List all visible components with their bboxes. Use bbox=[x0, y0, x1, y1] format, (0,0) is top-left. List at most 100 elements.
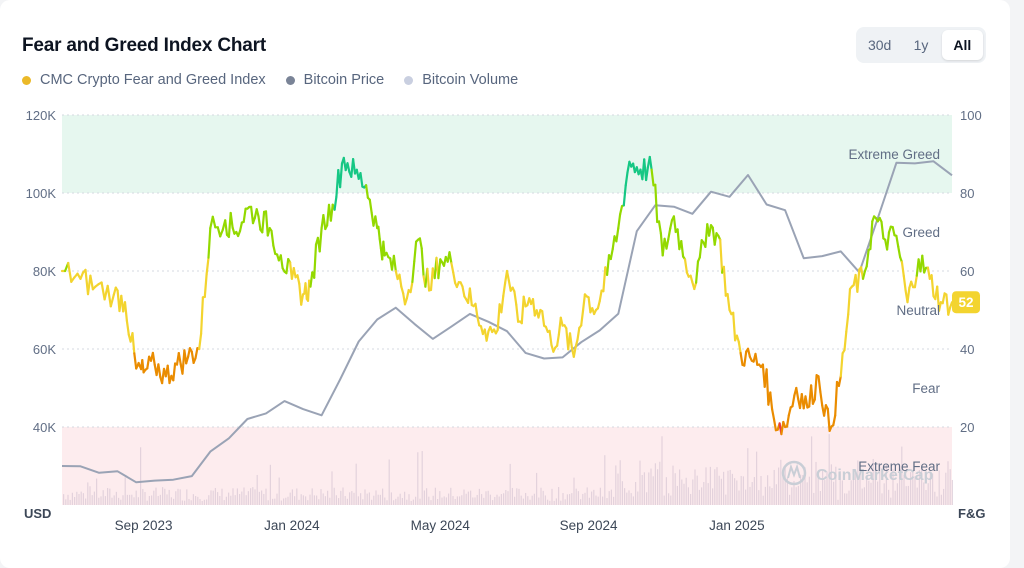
fear-greed-segment bbox=[880, 220, 885, 240]
volume-bar bbox=[602, 496, 604, 505]
fear-greed-segment bbox=[450, 262, 455, 274]
volume-bar bbox=[659, 461, 661, 505]
volume-bar bbox=[584, 492, 586, 505]
volume-bar bbox=[170, 497, 172, 505]
volume-bar bbox=[850, 480, 852, 505]
fear-greed-segment bbox=[719, 238, 724, 274]
volume-bar bbox=[463, 489, 465, 505]
volume-bar bbox=[390, 492, 392, 505]
current-value-badge bbox=[952, 291, 980, 314]
volume-bar bbox=[580, 499, 582, 505]
volume-bar bbox=[769, 486, 771, 505]
fear-greed-segment bbox=[522, 295, 527, 308]
volume-bar bbox=[727, 470, 729, 505]
volume-bar bbox=[364, 489, 366, 505]
fear-greed-segment bbox=[200, 296, 204, 335]
fear-greed-segment bbox=[255, 208, 260, 218]
volume-bar bbox=[309, 494, 311, 505]
volume-bar bbox=[478, 488, 480, 505]
volume-bar bbox=[465, 493, 467, 505]
volume-bar bbox=[538, 497, 540, 505]
volume-bar bbox=[582, 493, 584, 505]
volume-bar bbox=[67, 494, 69, 505]
range-all-button[interactable]: All bbox=[941, 30, 983, 60]
fear-greed-segment bbox=[795, 386, 800, 400]
volume-bar bbox=[320, 489, 322, 505]
zone-label: Fear bbox=[912, 381, 940, 396]
fear-greed-segment bbox=[707, 224, 713, 237]
legend-item-fear-greed[interactable]: CMC Crypto Fear and Greed Index bbox=[22, 72, 266, 88]
right-axis-tick-label: 100 bbox=[960, 108, 982, 123]
axis-layer: 40K 60K 80K 100K 120K 20 40 60 80 100 USD F&G Sep 20… bbox=[24, 108, 985, 533]
volume-bar bbox=[74, 497, 76, 505]
volume-bar bbox=[329, 497, 331, 505]
volume-bar bbox=[412, 499, 414, 505]
fear-greed-segment bbox=[531, 298, 536, 317]
volume-bar bbox=[245, 495, 247, 505]
left-axis-unit: USD bbox=[24, 506, 51, 521]
volume-bar bbox=[839, 471, 841, 505]
volume-bar bbox=[907, 485, 909, 505]
volume-bar bbox=[665, 477, 667, 505]
volume-bar bbox=[305, 496, 307, 505]
volume-bar bbox=[417, 452, 419, 505]
legend-item-bitcoin-price[interactable]: Bitcoin Price bbox=[285, 72, 384, 88]
volume-bar bbox=[366, 493, 368, 505]
fear-greed-segment bbox=[713, 232, 718, 246]
fear-greed-segment bbox=[261, 210, 266, 234]
volume-bar bbox=[397, 496, 399, 505]
volume-bar bbox=[140, 447, 142, 505]
volume-bar bbox=[943, 488, 945, 505]
volume-bar bbox=[89, 486, 91, 505]
volume-bar bbox=[635, 481, 637, 505]
right-axis-tick-label: 20 bbox=[960, 420, 974, 435]
fear-greed-segment bbox=[418, 237, 423, 250]
volume-bar bbox=[533, 493, 535, 505]
fear-greed-segment bbox=[346, 162, 351, 174]
volume-bar bbox=[382, 488, 384, 505]
volume-bar bbox=[910, 472, 912, 505]
volume-bar bbox=[274, 498, 276, 505]
volume-bar bbox=[881, 493, 883, 505]
volume-bar bbox=[78, 494, 80, 505]
volume-bar bbox=[630, 493, 632, 505]
volume-bar bbox=[742, 476, 744, 505]
volume-bar bbox=[872, 458, 874, 505]
volume-bar bbox=[516, 488, 518, 505]
fear-greed-segment bbox=[89, 274, 95, 291]
volume-bar bbox=[472, 497, 474, 505]
fear-greed-segment bbox=[496, 303, 501, 332]
volume-bar bbox=[641, 475, 643, 505]
volume-bar bbox=[657, 469, 659, 505]
fear-greed-segment bbox=[913, 274, 918, 289]
legend-item-bitcoin-volume[interactable]: Bitcoin Volume bbox=[404, 72, 518, 88]
volume-bar bbox=[236, 488, 238, 505]
fear-greed-segment bbox=[669, 219, 674, 230]
fear-greed-segment bbox=[791, 394, 796, 408]
volume-bar bbox=[377, 494, 379, 505]
volume-bar bbox=[311, 488, 313, 505]
volume-bar bbox=[619, 460, 621, 505]
volume-bar bbox=[386, 500, 388, 505]
volume-bar bbox=[355, 463, 357, 505]
volume-bar bbox=[162, 487, 164, 505]
volume-bar bbox=[333, 487, 335, 505]
fear-greed-segment bbox=[895, 234, 900, 248]
volume-bar bbox=[547, 499, 549, 505]
volume-bar bbox=[624, 488, 626, 505]
volume-bar bbox=[828, 434, 830, 505]
volume-bar bbox=[808, 476, 810, 505]
volume-bar bbox=[360, 493, 362, 505]
fear-greed-segment bbox=[172, 362, 177, 382]
fear-greed-segment bbox=[906, 286, 911, 304]
volume-bar bbox=[595, 495, 597, 505]
range-1y-button[interactable]: 1y bbox=[913, 37, 929, 53]
fear-greed-segment bbox=[368, 198, 373, 214]
volume-bar bbox=[122, 495, 124, 505]
fear-greed-segment bbox=[694, 260, 700, 284]
volume-bar bbox=[298, 499, 300, 505]
volume-bar bbox=[118, 497, 120, 505]
volume-bar bbox=[437, 498, 439, 505]
range-30d-button[interactable]: 30d bbox=[867, 37, 892, 53]
